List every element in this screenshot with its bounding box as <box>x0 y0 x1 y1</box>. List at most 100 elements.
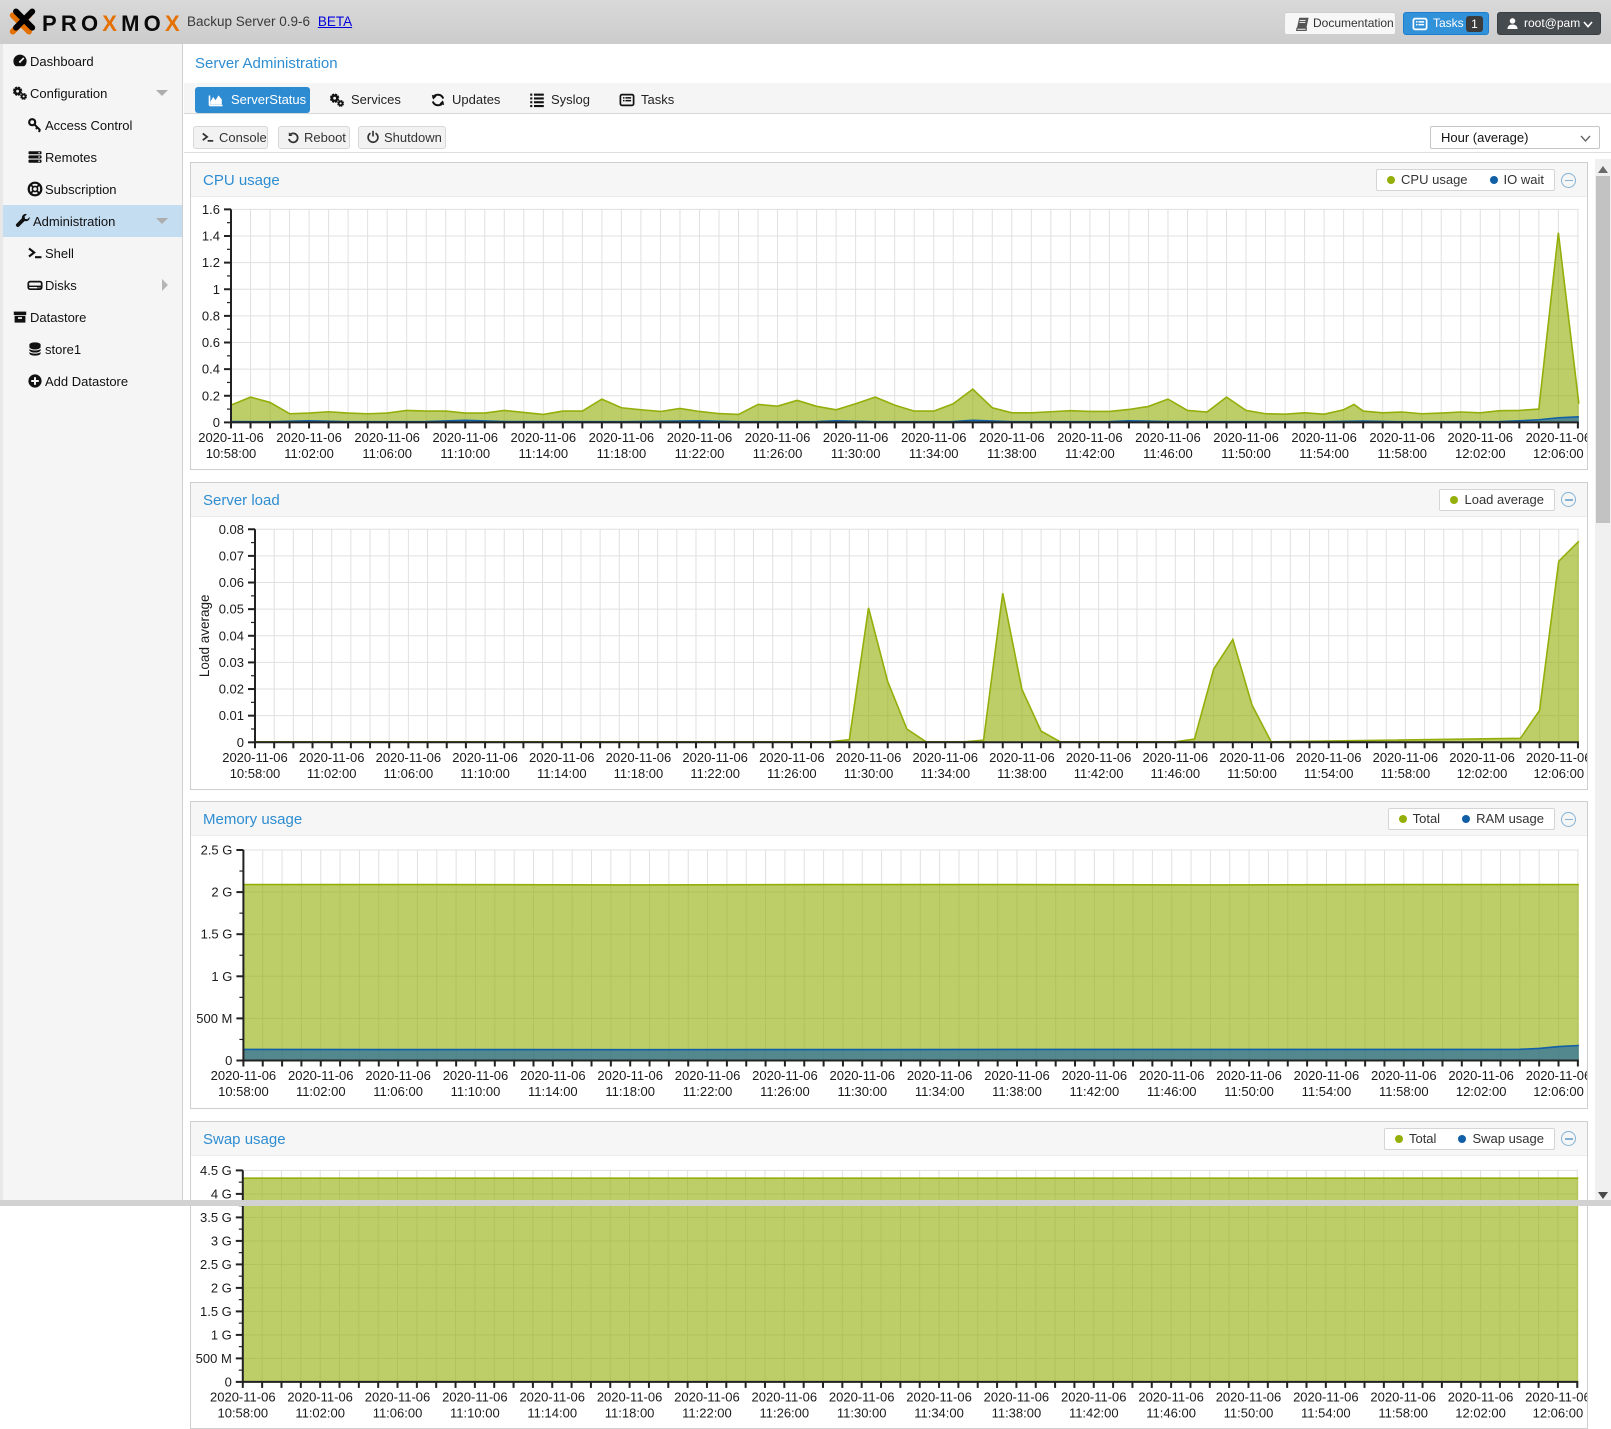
svg-text:2020-11-06: 2020-11-06 <box>288 1068 354 1083</box>
svg-text:2020-11-06: 2020-11-06 <box>1526 430 1587 445</box>
svg-text:11:46:00: 11:46:00 <box>1150 765 1200 780</box>
svg-text:2020-11-06: 2020-11-06 <box>1294 1068 1360 1083</box>
svg-text:2020-11-06: 2020-11-06 <box>907 1068 973 1083</box>
svg-text:2020-11-06: 2020-11-06 <box>210 1389 276 1404</box>
svg-text:11:54:00: 11:54:00 <box>1299 446 1349 461</box>
svg-text:11:02:00: 11:02:00 <box>284 446 334 461</box>
svg-text:2020-11-06: 2020-11-06 <box>1219 749 1285 764</box>
svg-text:11:18:00: 11:18:00 <box>605 1405 655 1420</box>
svg-text:11:06:00: 11:06:00 <box>384 765 434 780</box>
svg-text:2020-11-06: 2020-11-06 <box>1061 1389 1127 1404</box>
svg-text:2020-11-06: 2020-11-06 <box>1143 749 1209 764</box>
svg-text:11:54:00: 11:54:00 <box>1301 1405 1351 1420</box>
svg-text:11:30:00: 11:30:00 <box>837 1084 887 1099</box>
svg-text:2020-11-06: 2020-11-06 <box>1138 1389 1204 1404</box>
svg-text:1 G: 1 G <box>211 969 232 984</box>
svg-text:2020-11-06: 2020-11-06 <box>442 1389 508 1404</box>
svg-text:2020-11-06: 2020-11-06 <box>667 430 733 445</box>
svg-text:11:18:00: 11:18:00 <box>614 765 664 780</box>
svg-text:0.04: 0.04 <box>219 628 244 643</box>
svg-text:11:38:00: 11:38:00 <box>997 765 1047 780</box>
svg-text:1: 1 <box>213 282 220 297</box>
svg-text:2020-11-06: 2020-11-06 <box>830 1068 896 1083</box>
svg-text:12:06:00: 12:06:00 <box>1533 765 1584 780</box>
svg-text:2020-11-06: 2020-11-06 <box>1526 1068 1587 1083</box>
svg-text:11:38:00: 11:38:00 <box>992 1084 1042 1099</box>
svg-text:2020-11-06: 2020-11-06 <box>365 1389 431 1404</box>
svg-text:2.5 G: 2.5 G <box>201 843 233 858</box>
svg-text:2020-11-06: 2020-11-06 <box>597 1389 663 1404</box>
svg-text:2020-11-06: 2020-11-06 <box>1135 430 1201 445</box>
svg-text:10:58:00: 10:58:00 <box>217 1405 268 1420</box>
svg-text:2020-11-06: 2020-11-06 <box>752 1068 818 1083</box>
svg-text:2020-11-06: 2020-11-06 <box>1373 749 1439 764</box>
svg-text:2020-11-06: 2020-11-06 <box>443 1068 509 1083</box>
svg-text:2020-11-06: 2020-11-06 <box>432 430 498 445</box>
svg-text:3 G: 3 G <box>211 1233 232 1248</box>
svg-text:11:02:00: 11:02:00 <box>296 1084 346 1099</box>
svg-text:2020-11-06: 2020-11-06 <box>682 749 748 764</box>
svg-text:2020-11-06: 2020-11-06 <box>198 430 264 445</box>
svg-text:11:06:00: 11:06:00 <box>373 1084 423 1099</box>
svg-text:2020-11-06: 2020-11-06 <box>1213 430 1279 445</box>
svg-text:2020-11-06: 2020-11-06 <box>1293 1389 1359 1404</box>
svg-text:11:58:00: 11:58:00 <box>1381 765 1431 780</box>
svg-text:0.05: 0.05 <box>219 601 244 616</box>
svg-text:11:14:00: 11:14:00 <box>528 1084 578 1099</box>
svg-text:0.8: 0.8 <box>202 308 220 323</box>
svg-text:11:26:00: 11:26:00 <box>760 1084 810 1099</box>
svg-text:11:42:00: 11:42:00 <box>1074 765 1124 780</box>
svg-text:1.5 G: 1.5 G <box>200 1303 232 1318</box>
svg-text:2020-11-06: 2020-11-06 <box>836 749 902 764</box>
svg-text:2020-11-06: 2020-11-06 <box>1448 1068 1514 1083</box>
svg-text:2020-11-06: 2020-11-06 <box>376 749 442 764</box>
svg-text:11:46:00: 11:46:00 <box>1146 1405 1196 1420</box>
svg-text:11:22:00: 11:22:00 <box>683 1084 733 1099</box>
svg-text:11:26:00: 11:26:00 <box>753 446 803 461</box>
svg-text:2020-11-06: 2020-11-06 <box>520 1068 586 1083</box>
svg-text:4 G: 4 G <box>211 1186 232 1201</box>
svg-text:2020-11-06: 2020-11-06 <box>276 430 342 445</box>
svg-text:1.5 G: 1.5 G <box>201 927 233 942</box>
svg-text:0: 0 <box>225 1374 232 1389</box>
svg-text:0.06: 0.06 <box>219 575 244 590</box>
svg-text:2020-11-06: 2020-11-06 <box>1525 1389 1587 1404</box>
svg-text:11:42:00: 11:42:00 <box>1069 1405 1119 1420</box>
svg-text:12:06:00: 12:06:00 <box>1533 1084 1584 1099</box>
svg-text:11:10:00: 11:10:00 <box>440 446 490 461</box>
svg-text:0.08: 0.08 <box>219 521 244 536</box>
svg-text:11:06:00: 11:06:00 <box>373 1405 423 1420</box>
svg-text:0.2: 0.2 <box>202 388 220 403</box>
svg-text:2020-11-06: 2020-11-06 <box>1216 1389 1282 1404</box>
svg-text:1.2: 1.2 <box>202 255 220 270</box>
svg-text:11:34:00: 11:34:00 <box>920 765 970 780</box>
svg-text:2020-11-06: 2020-11-06 <box>901 430 967 445</box>
svg-text:11:34:00: 11:34:00 <box>909 446 959 461</box>
svg-text:2020-11-06: 2020-11-06 <box>597 1068 663 1083</box>
svg-text:2020-11-06: 2020-11-06 <box>1448 1389 1514 1404</box>
svg-text:0.07: 0.07 <box>219 548 244 563</box>
svg-text:11:30:00: 11:30:00 <box>831 446 881 461</box>
svg-text:12:06:00: 12:06:00 <box>1533 1405 1584 1420</box>
svg-text:2020-11-06: 2020-11-06 <box>1526 749 1587 764</box>
svg-text:11:10:00: 11:10:00 <box>451 1084 501 1099</box>
svg-text:11:14:00: 11:14:00 <box>527 1405 577 1420</box>
svg-text:0.01: 0.01 <box>219 708 244 723</box>
svg-text:11:10:00: 11:10:00 <box>460 765 510 780</box>
svg-text:2020-11-06: 2020-11-06 <box>1296 749 1362 764</box>
svg-text:11:58:00: 11:58:00 <box>1377 446 1427 461</box>
svg-text:2020-11-06: 2020-11-06 <box>1216 1068 1282 1083</box>
svg-text:0.03: 0.03 <box>219 654 244 669</box>
svg-text:0.4: 0.4 <box>202 362 220 377</box>
svg-text:1.6: 1.6 <box>202 202 220 217</box>
svg-text:11:42:00: 11:42:00 <box>1070 1084 1120 1099</box>
svg-text:2020-11-06: 2020-11-06 <box>365 1068 431 1083</box>
svg-text:2020-11-06: 2020-11-06 <box>211 1068 277 1083</box>
svg-text:2020-11-06: 2020-11-06 <box>1449 749 1515 764</box>
svg-text:11:46:00: 11:46:00 <box>1143 446 1193 461</box>
svg-text:11:50:00: 11:50:00 <box>1224 1405 1274 1420</box>
svg-text:2020-11-06: 2020-11-06 <box>287 1389 353 1404</box>
svg-text:2020-11-06: 2020-11-06 <box>912 749 978 764</box>
svg-text:2020-11-06: 2020-11-06 <box>1448 430 1514 445</box>
svg-text:11:22:00: 11:22:00 <box>675 446 725 461</box>
